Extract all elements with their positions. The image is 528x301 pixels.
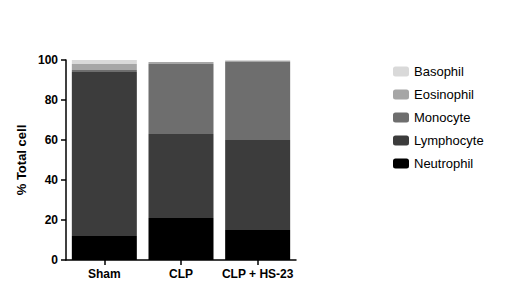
- svg-text:Lymphocyte: Lymphocyte: [414, 133, 484, 148]
- svg-text:20: 20: [45, 213, 59, 227]
- svg-text:CLP + HS-23: CLP + HS-23: [222, 267, 294, 281]
- svg-text:60: 60: [45, 133, 59, 147]
- svg-text:Basophil: Basophil: [414, 64, 464, 79]
- svg-text:Eosinophil: Eosinophil: [414, 87, 474, 102]
- svg-text:80: 80: [45, 93, 59, 107]
- svg-text:100: 100: [38, 53, 58, 67]
- svg-text:CLP: CLP: [169, 267, 193, 281]
- svg-text:40: 40: [45, 173, 59, 187]
- svg-text:Monocyte: Monocyte: [414, 110, 470, 125]
- svg-text:0: 0: [51, 253, 58, 267]
- svg-text:Neutrophil: Neutrophil: [414, 156, 473, 171]
- svg-text:% Total cell: % Total cell: [14, 125, 29, 196]
- svg-text:Sham: Sham: [88, 267, 121, 281]
